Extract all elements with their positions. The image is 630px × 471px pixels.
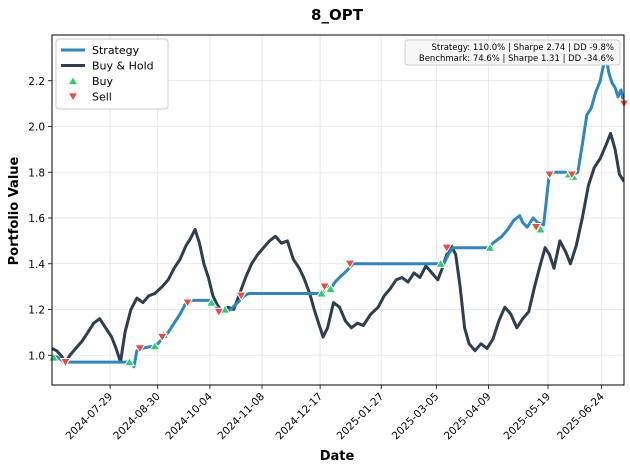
sell-marker — [156, 332, 168, 343]
x-tick-label: 2024-07-29 — [64, 391, 116, 443]
stats-strategy: Strategy: 110.0% | Sharpe 2.74 | DD -9.8… — [431, 43, 614, 53]
sell-marker — [566, 170, 578, 180]
sell-marker — [235, 291, 247, 302]
sell-marker — [181, 298, 194, 309]
y-axis-title: Portfolio Value — [7, 156, 22, 265]
sell-marker — [441, 243, 453, 254]
plot-area: 1.0 1.2 1.4 1.6 1.8 2.0 2.2 2024-07-292024-08-3… — [28, 34, 630, 443]
x-tick-label: 2025-01-27 — [335, 391, 387, 443]
y-tick-label: 1.8 — [28, 167, 45, 179]
y-tick-label: 1.6 — [28, 213, 45, 225]
legend-label-buy: Buy — [92, 75, 114, 88]
y-tick-label: 1.0 — [28, 350, 45, 362]
buy-marker — [123, 356, 136, 367]
sell-marker — [318, 282, 331, 293]
sell-marker — [213, 307, 225, 318]
sell-marker — [134, 344, 146, 354]
x-tick-label: 2025-06-24 — [555, 390, 607, 442]
buy-marker — [435, 258, 447, 268]
buy-marker — [324, 283, 337, 294]
x-tick-label: 2024-10-04 — [163, 390, 215, 442]
legend-label-strategy: Strategy — [92, 44, 140, 57]
legend-box — [55, 38, 169, 110]
x-tick-label: 2024-08-30 — [111, 391, 163, 443]
x-tick-label: 2025-05-19 — [502, 391, 554, 443]
sell-marker — [530, 223, 542, 233]
x-tick-label: 2025-04-09 — [442, 391, 494, 443]
sell-marker — [59, 358, 72, 368]
stats-box — [404, 39, 621, 66]
y-tick-label: 2.0 — [28, 122, 45, 134]
y-tick-label: 2.2 — [28, 76, 45, 88]
sell-marker — [344, 259, 356, 270]
x-tick-label: 2024-12-17 — [274, 391, 326, 443]
buy-marker — [315, 288, 328, 298]
x-axis-title: Date — [320, 449, 355, 464]
legend-swatch-sell — [67, 92, 79, 102]
legend-label-sell: Sell — [92, 91, 112, 104]
chart-title: 8_OPT — [311, 6, 364, 24]
buy-marker — [484, 242, 496, 252]
y-tick-label: 1.4 — [28, 259, 45, 271]
buy-marker — [149, 340, 161, 351]
plot-frame — [51, 34, 625, 386]
x-tick-label: 2025-03-05 — [390, 391, 442, 443]
legend-label-buy-and-hold: Buy & Hold — [92, 60, 154, 73]
buy-marker — [47, 352, 60, 362]
stats-benchmark: Benchmark: 74.6% | Sharpe 1.31 | DD -34.… — [419, 54, 614, 64]
buy-marker — [205, 297, 218, 307]
legend-swatch-buy — [67, 75, 79, 86]
x-tick-label: 2024-11-08 — [216, 391, 268, 443]
y-tick-label: 1.2 — [28, 305, 45, 317]
series-line-buy-and-hold — [52, 131, 624, 364]
sell-marker — [543, 170, 556, 180]
